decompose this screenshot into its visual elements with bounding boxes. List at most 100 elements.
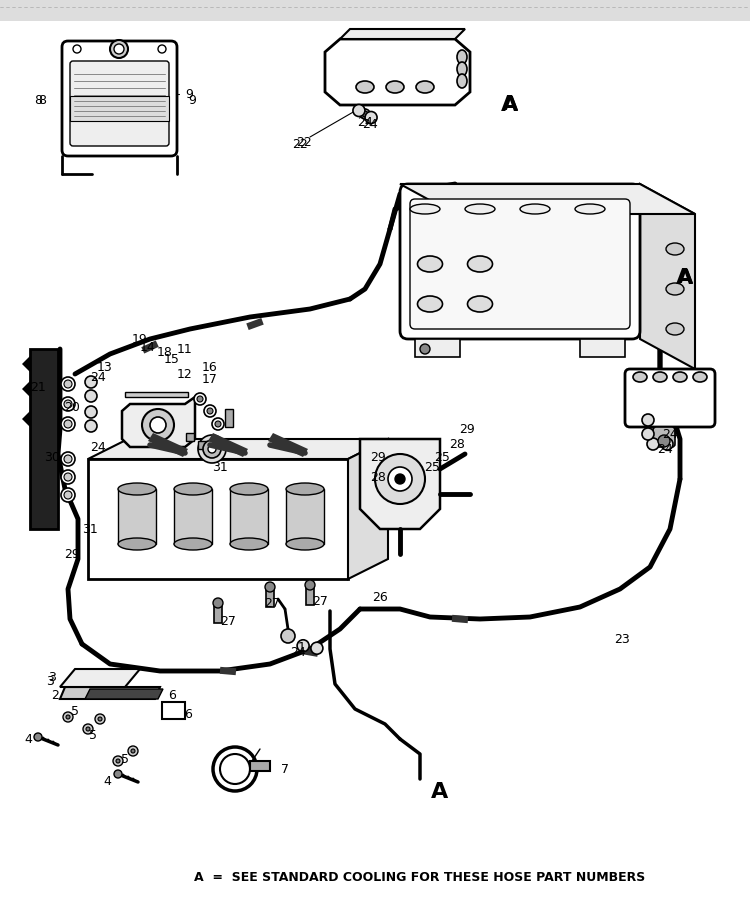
Circle shape [86,727,90,732]
Circle shape [85,391,97,402]
Text: 27: 27 [220,615,236,628]
Text: 5: 5 [89,729,97,741]
Polygon shape [174,490,212,545]
Circle shape [388,467,412,492]
Circle shape [265,583,275,593]
Circle shape [61,418,75,431]
Circle shape [64,381,72,389]
Circle shape [131,750,135,753]
Text: 24: 24 [290,646,306,658]
Polygon shape [452,615,468,623]
Bar [306,585,314,605]
Text: 7: 7 [281,763,289,776]
Text: 31: 31 [82,523,98,536]
Circle shape [375,455,425,504]
Text: 24: 24 [362,118,378,132]
Text: 24: 24 [90,441,106,454]
Text: 12: 12 [177,368,193,381]
Circle shape [83,724,93,734]
Circle shape [34,733,42,741]
Ellipse shape [457,75,467,89]
Bar [250,761,270,771]
Text: 9: 9 [185,88,193,101]
Polygon shape [118,490,156,545]
Polygon shape [360,439,440,529]
Text: 3: 3 [48,671,56,684]
Bar [30,350,58,529]
Circle shape [61,378,75,391]
Circle shape [64,474,72,482]
Polygon shape [125,392,188,398]
Text: 25: 25 [424,461,440,474]
Ellipse shape [666,244,684,255]
Text: 14: 14 [140,341,156,354]
Circle shape [116,759,120,763]
Ellipse shape [653,373,667,382]
Text: 28: 28 [370,471,386,484]
Circle shape [642,428,654,440]
Text: 27: 27 [312,594,328,608]
Circle shape [73,46,81,54]
Circle shape [203,440,221,458]
Text: A: A [677,268,692,287]
Circle shape [360,110,370,120]
Circle shape [297,640,309,652]
Circle shape [64,456,72,464]
Circle shape [197,397,203,402]
Text: 13: 13 [98,361,112,374]
Text: 1: 1 [298,640,306,654]
Polygon shape [22,411,30,428]
Bar [266,587,274,607]
Polygon shape [246,318,264,331]
Polygon shape [268,434,308,457]
Ellipse shape [457,51,467,65]
Polygon shape [348,439,388,579]
Text: A: A [431,781,448,801]
Bar [198,441,206,449]
Text: 26: 26 [372,591,388,603]
Ellipse shape [633,373,647,382]
Text: 30: 30 [44,451,60,464]
Polygon shape [22,382,30,398]
Text: 17: 17 [202,373,218,386]
Ellipse shape [410,205,440,215]
Circle shape [95,714,105,724]
Ellipse shape [416,82,434,94]
Text: 3: 3 [46,675,54,687]
Ellipse shape [467,257,493,272]
Polygon shape [302,648,319,658]
Bar [225,410,233,428]
Circle shape [362,112,368,118]
Polygon shape [580,340,625,357]
Polygon shape [162,703,185,719]
Text: 9: 9 [188,94,196,106]
Polygon shape [415,340,460,357]
Text: 25: 25 [434,451,450,464]
Circle shape [365,113,377,124]
Polygon shape [400,185,695,215]
Circle shape [194,393,206,406]
Text: 11: 11 [177,343,193,356]
Circle shape [311,642,323,655]
Ellipse shape [118,483,156,495]
Circle shape [420,345,430,354]
Text: 29: 29 [64,548,80,561]
Text: A: A [503,96,518,115]
Circle shape [198,436,226,464]
Ellipse shape [418,257,442,272]
FancyBboxPatch shape [625,370,715,428]
Circle shape [142,410,174,441]
Bar [0,0,750,22]
Polygon shape [286,490,324,545]
Text: 19: 19 [132,333,148,346]
Ellipse shape [286,483,324,495]
Polygon shape [220,667,236,676]
Circle shape [207,409,213,415]
Ellipse shape [230,483,268,495]
Text: 24: 24 [662,428,678,441]
Text: 24: 24 [357,115,373,128]
Ellipse shape [666,284,684,296]
Polygon shape [325,40,470,106]
Circle shape [61,398,75,411]
Text: 15: 15 [164,353,180,366]
